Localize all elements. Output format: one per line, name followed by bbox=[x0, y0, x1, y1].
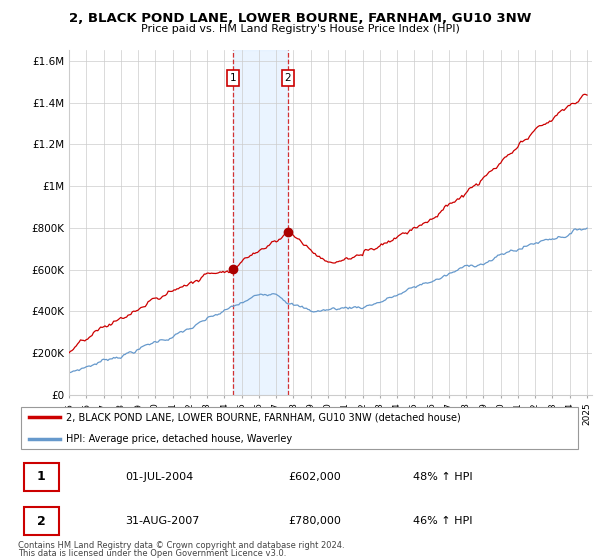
Text: This data is licensed under the Open Government Licence v3.0.: This data is licensed under the Open Gov… bbox=[18, 549, 286, 558]
Text: 1: 1 bbox=[37, 470, 46, 483]
Text: 46% ↑ HPI: 46% ↑ HPI bbox=[413, 516, 472, 526]
Text: £780,000: £780,000 bbox=[289, 516, 341, 526]
Text: Contains HM Land Registry data © Crown copyright and database right 2024.: Contains HM Land Registry data © Crown c… bbox=[18, 542, 344, 550]
Text: 31-AUG-2007: 31-AUG-2007 bbox=[125, 516, 200, 526]
Text: £602,000: £602,000 bbox=[289, 472, 341, 482]
Text: 2, BLACK POND LANE, LOWER BOURNE, FARNHAM, GU10 3NW: 2, BLACK POND LANE, LOWER BOURNE, FARNHA… bbox=[69, 12, 531, 25]
FancyBboxPatch shape bbox=[23, 463, 59, 491]
Text: 48% ↑ HPI: 48% ↑ HPI bbox=[413, 472, 472, 482]
FancyBboxPatch shape bbox=[23, 507, 59, 535]
Text: HPI: Average price, detached house, Waverley: HPI: Average price, detached house, Wave… bbox=[66, 435, 292, 444]
Bar bbox=[233, 50, 288, 395]
Text: Price paid vs. HM Land Registry's House Price Index (HPI): Price paid vs. HM Land Registry's House … bbox=[140, 24, 460, 34]
Text: 2, BLACK POND LANE, LOWER BOURNE, FARNHAM, GU10 3NW (detached house): 2, BLACK POND LANE, LOWER BOURNE, FARNHA… bbox=[66, 412, 461, 422]
FancyBboxPatch shape bbox=[21, 407, 578, 449]
Text: 2: 2 bbox=[284, 73, 291, 83]
Text: 2: 2 bbox=[37, 515, 46, 528]
Text: 1: 1 bbox=[230, 73, 236, 83]
Text: 01-JUL-2004: 01-JUL-2004 bbox=[125, 472, 193, 482]
